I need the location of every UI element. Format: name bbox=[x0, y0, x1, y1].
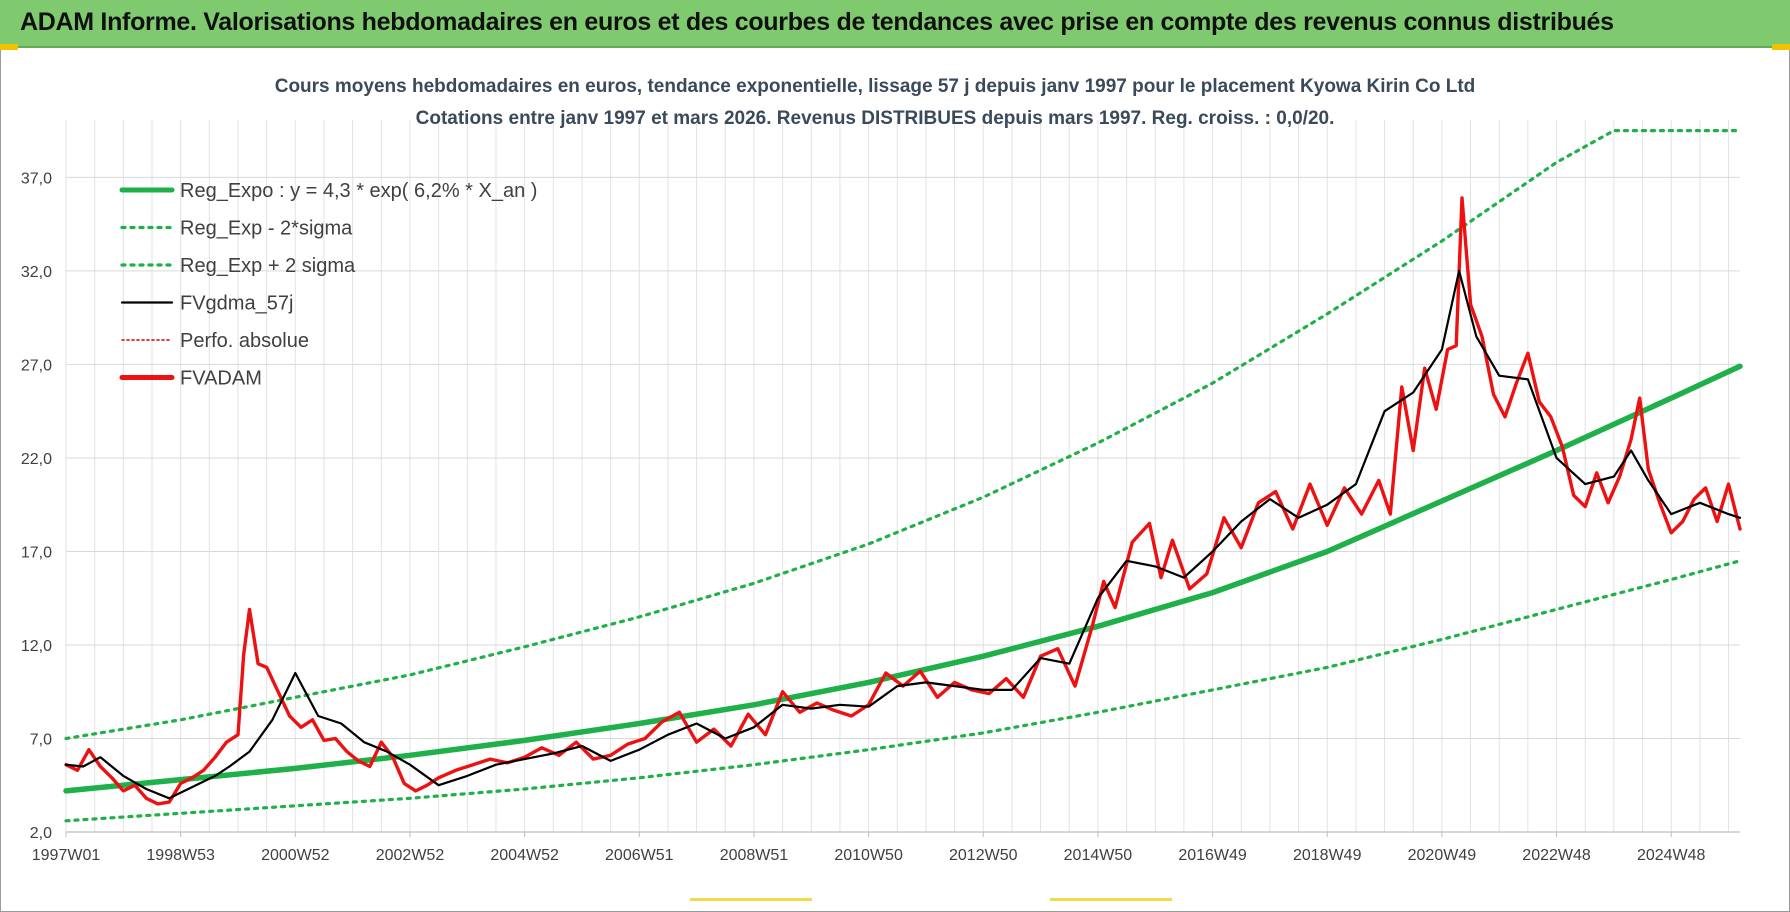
x-tick-label: 2010W50 bbox=[834, 847, 903, 864]
legend-label: FVADAM bbox=[180, 368, 262, 390]
x-tick-label: 2006W51 bbox=[605, 847, 674, 864]
x-tick-label: 2016W49 bbox=[1178, 847, 1247, 864]
y-tick-label: 22,0 bbox=[21, 451, 52, 468]
chart-title-line2: Cotations entre janv 1997 et mars 2026. … bbox=[416, 108, 1335, 129]
banner: ADAM Informe. Valorisations hebdomadaire… bbox=[0, 0, 1790, 48]
x-tick-label: 2004W52 bbox=[490, 847, 559, 864]
y-tick-label: 17,0 bbox=[21, 544, 52, 561]
x-tick-label: 2008W51 bbox=[720, 847, 789, 864]
corner-marker-right bbox=[1772, 44, 1790, 50]
x-tick-label: 2002W52 bbox=[376, 847, 445, 864]
reg-exp-plus-2sigma-line bbox=[64, 129, 1742, 741]
bottom-marker-2 bbox=[1050, 898, 1172, 901]
x-tick-label: 2020W49 bbox=[1408, 847, 1477, 864]
legend-label: Reg_Expo : y = 4,3 * exp( 6,2% * X_an ) bbox=[180, 180, 537, 202]
chart-legend: Reg_Expo : y = 4,3 * exp( 6,2% * X_an ) R… bbox=[119, 180, 537, 390]
x-tick-label: 1998W53 bbox=[146, 847, 215, 864]
reg-expo-line bbox=[63, 363, 1743, 794]
x-tick-label: 2000W52 bbox=[261, 847, 330, 864]
reg-exp-minus-2sigma-line bbox=[64, 559, 1742, 823]
legend-label: FVgdma_57j bbox=[180, 293, 293, 315]
legend-label: Reg_Exp - 2*sigma bbox=[180, 218, 353, 240]
corner-marker-left bbox=[0, 44, 18, 50]
y-tick-label: 7,0 bbox=[30, 731, 52, 748]
bottom-marker-1 bbox=[690, 898, 812, 901]
chart-series bbox=[63, 129, 1743, 823]
banner-title: ADAM Informe. Valorisations hebdomadaire… bbox=[20, 8, 1614, 36]
x-tick-label: 2012W50 bbox=[949, 847, 1018, 864]
y-tick-label: 2,0 bbox=[30, 825, 52, 842]
chart-grid bbox=[65, 120, 1740, 833]
x-tick-label: 2018W49 bbox=[1293, 847, 1362, 864]
legend-label: Reg_Exp + 2 sigma bbox=[180, 255, 356, 277]
legend-label: Perfo. absolue bbox=[180, 330, 309, 352]
y-tick-label: 37,0 bbox=[21, 170, 52, 187]
y-tick-label: 12,0 bbox=[21, 638, 52, 655]
chart-axes: 2,0 7,0 12,0 17,0 22,0 27,0 32,0 37,0 1997W01 199… bbox=[21, 170, 1740, 864]
x-tick-label: 2014W50 bbox=[1064, 847, 1133, 864]
y-tick-label: 32,0 bbox=[21, 264, 52, 281]
x-tick-label: 1997W01 bbox=[32, 847, 101, 864]
fvadam-line bbox=[64, 196, 1742, 806]
fvgdma-57j-line bbox=[64, 269, 1742, 800]
y-tick-label: 27,0 bbox=[21, 357, 52, 374]
chart-title-line1: Cours moyens hebdomadaires en euros, ten… bbox=[275, 76, 1476, 97]
x-tick-label: 2024W48 bbox=[1637, 847, 1706, 864]
x-tick-label: 2022W48 bbox=[1522, 847, 1591, 864]
